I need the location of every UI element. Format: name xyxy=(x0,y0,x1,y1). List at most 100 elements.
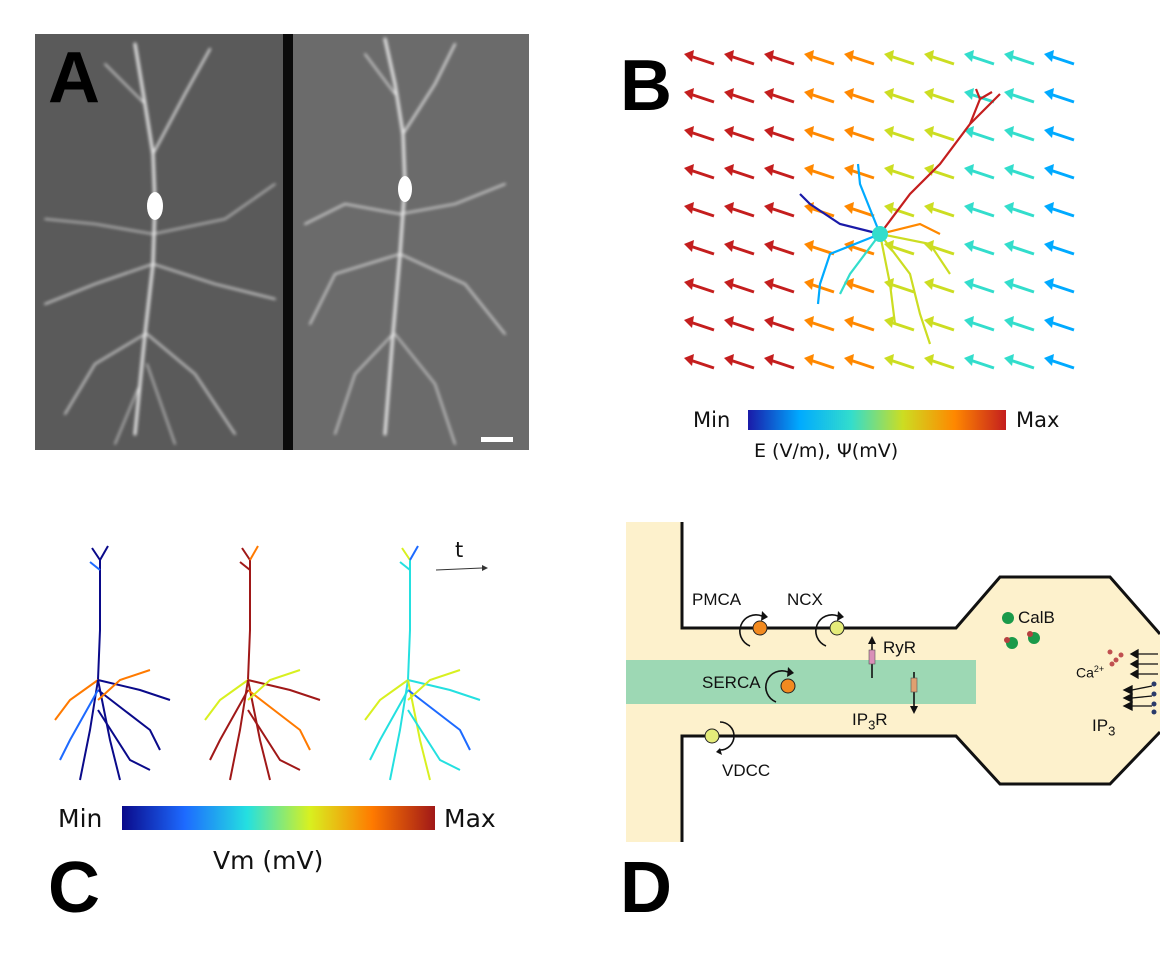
field-arrow xyxy=(964,316,995,332)
field-arrow xyxy=(804,50,835,66)
trace-branch xyxy=(54,679,99,721)
trace-branch xyxy=(97,709,151,771)
field-arrow xyxy=(804,278,835,294)
label-vdcc: VDCC xyxy=(722,761,771,780)
field-arrow xyxy=(884,202,915,218)
trace-branch xyxy=(247,709,301,771)
neuron-dendrite xyxy=(879,222,941,236)
field-arrow xyxy=(724,354,755,370)
field-arrow xyxy=(1044,164,1075,180)
trace-branch xyxy=(97,560,101,681)
label-ip3: IP3 xyxy=(1092,716,1116,739)
field-arrow xyxy=(684,88,715,104)
colorbar-c-max-label: Max xyxy=(444,804,496,833)
vdcc-channel-icon xyxy=(704,721,735,755)
field-arrow xyxy=(724,316,755,332)
trace-branch xyxy=(247,679,321,701)
ryr-channel-icon xyxy=(868,636,876,678)
field-arrow xyxy=(924,354,955,370)
field-arrow xyxy=(724,240,755,256)
label-serca: SERCA xyxy=(702,673,761,692)
trace-branch xyxy=(247,560,251,681)
field-arrow xyxy=(764,278,795,294)
field-arrow xyxy=(884,126,915,142)
trace-branch xyxy=(407,560,411,681)
field-arrow xyxy=(804,240,835,256)
field-arrow xyxy=(964,126,995,142)
field-arrow xyxy=(924,202,955,218)
field-arrow xyxy=(1044,50,1075,66)
neuron-soma xyxy=(872,226,888,242)
trace-branch xyxy=(97,669,151,701)
pmca-pump-icon xyxy=(739,611,768,647)
field-arrow xyxy=(764,126,795,142)
field-arrow xyxy=(884,88,915,104)
field-arrow xyxy=(804,354,835,370)
trace-branch xyxy=(97,679,121,781)
neuron-dendrite xyxy=(879,98,982,235)
field-arrow xyxy=(924,316,955,332)
serca-pump-icon xyxy=(765,667,796,703)
field-arrow xyxy=(844,88,875,104)
neuron-trace xyxy=(54,545,171,781)
trace-branch xyxy=(249,545,259,561)
field-arrow xyxy=(804,126,835,142)
field-arrow xyxy=(724,126,755,142)
field-arrow xyxy=(1004,240,1035,256)
field-arrow xyxy=(884,164,915,180)
neuron-trace xyxy=(364,545,481,781)
field-arrow xyxy=(1044,126,1075,142)
field-arrow xyxy=(1004,164,1035,180)
neuron-dendrite xyxy=(878,233,897,325)
field-arrow xyxy=(724,278,755,294)
neuron-dendrite xyxy=(856,163,882,235)
field-arrow xyxy=(804,316,835,332)
field-arrow xyxy=(884,354,915,370)
field-arrow xyxy=(844,354,875,370)
field-arrow xyxy=(844,126,875,142)
panel-c xyxy=(50,540,520,800)
neuron-traces xyxy=(54,545,481,781)
trace-branch xyxy=(401,547,411,561)
field-arrow xyxy=(804,88,835,104)
trace-branch xyxy=(407,679,481,701)
time-label: t xyxy=(455,538,464,562)
field-arrow xyxy=(1004,354,1035,370)
field-arrow xyxy=(964,202,995,218)
trace-branch xyxy=(97,679,171,701)
field-arrow xyxy=(1004,126,1035,142)
colorbar-b xyxy=(748,410,1006,430)
field-arrow xyxy=(764,202,795,218)
field-vector-plot xyxy=(684,50,1075,370)
scale-bar xyxy=(481,437,513,442)
field-arrow xyxy=(684,50,715,66)
colorbar-c-caption: Vm (mV) xyxy=(213,846,324,875)
trace-branch xyxy=(247,689,311,751)
micrograph xyxy=(35,34,529,450)
ip3r-channel-icon xyxy=(910,672,918,714)
panel-letter-b: B xyxy=(620,46,672,126)
field-arrow xyxy=(764,88,795,104)
field-arrow xyxy=(844,316,875,332)
field-arrow xyxy=(684,240,715,256)
neuron-dendrite xyxy=(799,193,881,236)
field-arrow xyxy=(764,354,795,370)
trace-branch xyxy=(407,669,461,701)
ncx-exchanger-icon xyxy=(815,611,845,647)
label-ncx: NCX xyxy=(787,590,823,609)
field-arrow xyxy=(764,316,795,332)
trace-branch xyxy=(247,669,301,701)
calcium-ions-icon xyxy=(1107,649,1124,667)
label-ca: Ca2+ xyxy=(1076,664,1105,681)
field-arrow xyxy=(844,202,875,218)
panel-letter-c: C xyxy=(48,848,100,928)
field-arrow xyxy=(684,126,715,142)
neuron-dendrite xyxy=(974,88,982,100)
colorbar-b-max-label: Max xyxy=(1016,408,1060,432)
field-arrow xyxy=(684,164,715,180)
trace-branch xyxy=(89,561,101,571)
field-arrow xyxy=(764,164,795,180)
influx-arrows-icon xyxy=(1122,648,1158,712)
field-arrow xyxy=(964,240,995,256)
time-arrow-icon xyxy=(436,565,488,571)
